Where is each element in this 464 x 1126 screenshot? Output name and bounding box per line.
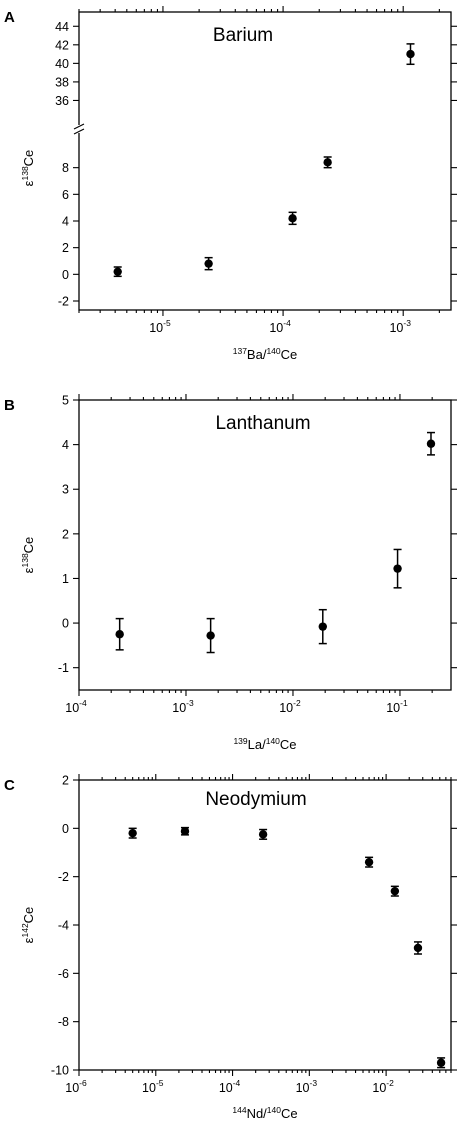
y-tick-label: -2	[58, 295, 69, 309]
x-axis-label: 139La/140Ce	[233, 736, 296, 752]
panel-title: Barium	[213, 25, 273, 46]
y-tick-label: -8	[58, 1015, 69, 1029]
plot-frame	[78, 11, 452, 311]
x-tick-label: 10-6	[65, 1078, 87, 1095]
data-point	[128, 827, 137, 839]
point-marker	[413, 943, 423, 953]
y-tick-label: 38	[55, 75, 69, 89]
x-tick-label: 10-4	[269, 318, 291, 335]
y-tick-label: -6	[58, 967, 69, 981]
point-marker	[390, 886, 400, 896]
data-point	[426, 431, 436, 456]
y-tick-label: 42	[55, 38, 69, 52]
x-tick-label: 10-4	[65, 698, 87, 715]
data-point	[180, 826, 190, 836]
x-axis-label: 144Nd/140Ce	[232, 1105, 297, 1121]
panel-a: A Barium 10-5 10-4 10-3 36 38 40 42 44 -2 0 2 4 6 8 137B…	[4, 6, 457, 362]
y-tick-label: 0	[62, 268, 69, 282]
point-marker	[206, 631, 215, 640]
data-point	[113, 266, 122, 278]
point-marker	[406, 49, 415, 59]
data-point	[390, 885, 400, 897]
x-tick-label: 10-3	[389, 318, 411, 335]
plot-frame	[78, 779, 452, 1071]
data-point	[406, 43, 415, 66]
data-point	[393, 548, 402, 589]
data-point	[206, 617, 215, 654]
x-tick-label: 10-2	[279, 698, 301, 715]
point-marker	[115, 630, 124, 639]
y-tick-label: 4	[62, 215, 69, 229]
data-point	[436, 1057, 446, 1069]
point-marker	[364, 857, 374, 867]
axis-break-mark	[73, 123, 85, 130]
panel-letter: B	[4, 397, 15, 414]
axis-break-mark	[73, 128, 85, 135]
y-tick-label: 8	[62, 161, 69, 175]
panel-letter: C	[4, 777, 15, 794]
axis-break-gap	[75, 125, 83, 133]
panel-b: B Lanthanum 10-4 10-3 10-2 10-1 -1 0 1 2 3 4 5 139La/…	[4, 394, 457, 752]
y-tick-label: 6	[62, 188, 69, 202]
point-marker	[426, 439, 436, 448]
x-tick-label: 10-1	[386, 698, 408, 715]
y-tick-label: -1	[58, 661, 69, 675]
y-tick-label: -10	[51, 1064, 69, 1078]
y-tick-label: 0	[62, 617, 69, 631]
y-tick-label: -4	[58, 919, 69, 933]
point-marker	[323, 158, 332, 167]
x-tick-label: 10-4	[219, 1078, 241, 1095]
y-tick-label: 1	[62, 572, 69, 586]
y-tick-label: 2	[62, 241, 69, 255]
point-marker	[204, 259, 213, 268]
point-marker	[113, 267, 122, 276]
point-marker	[128, 828, 137, 838]
y-tick-label: 2	[62, 527, 69, 541]
data-point	[323, 156, 332, 169]
y-axis-label: ε138Ce	[20, 537, 36, 574]
data-point	[318, 608, 327, 645]
data-point	[364, 856, 374, 868]
point-marker	[436, 1058, 446, 1067]
y-tick-label: 0	[62, 822, 69, 836]
y-tick-label: 4	[62, 438, 69, 452]
y-tick-label: 36	[55, 94, 69, 108]
x-tick-label: 10-3	[172, 698, 194, 715]
panel-c: C Neodymium 10-6 10-5 10-4 10-3 10-2 -10 -8 -6 -4 -…	[4, 774, 457, 1121]
x-axis-label: 137Ba/140Ce	[233, 346, 298, 362]
data-point	[115, 617, 124, 651]
y-axis-label: ε138Ce	[20, 150, 36, 187]
x-tick-label: 10-2	[372, 1078, 394, 1095]
panel-title: Neodymium	[205, 789, 306, 810]
data-point	[204, 256, 213, 271]
point-marker	[288, 214, 297, 223]
y-tick-label: 3	[62, 483, 69, 497]
panel-title: Lanthanum	[215, 413, 310, 434]
y-tick-label: 2	[62, 774, 69, 788]
point-marker	[180, 827, 190, 836]
data-point	[258, 828, 268, 840]
panel-letter: A	[4, 9, 15, 26]
plot-frame	[78, 399, 452, 691]
x-tick-label: 10-5	[142, 1078, 164, 1095]
x-tick-label: 10-3	[296, 1078, 318, 1095]
point-marker	[318, 622, 327, 631]
data-point	[413, 941, 423, 955]
point-marker	[258, 830, 268, 839]
x-tick-label: 10-5	[149, 318, 171, 335]
point-marker	[393, 564, 402, 573]
y-tick-label: -2	[58, 870, 69, 884]
y-axis-label: ε142Ce	[20, 907, 36, 944]
y-tick-label: 44	[55, 20, 69, 34]
data-point	[288, 211, 297, 226]
y-tick-label: 5	[62, 394, 69, 408]
y-tick-label: 40	[55, 57, 69, 71]
